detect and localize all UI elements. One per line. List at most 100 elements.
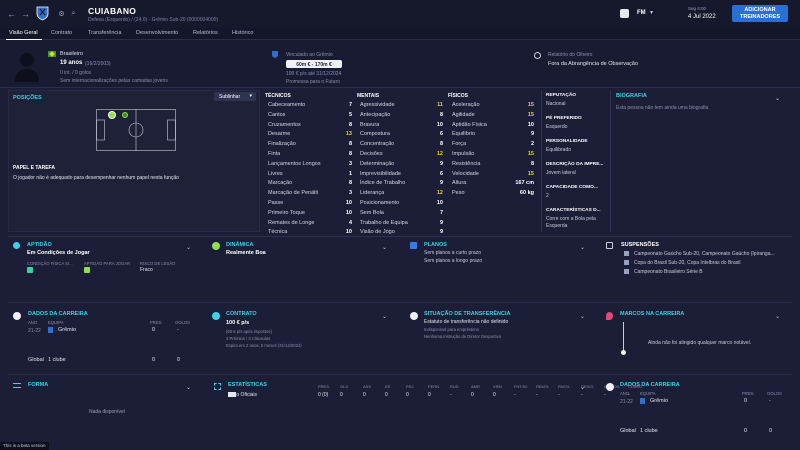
promise-label: Promessa para o Futuro [286,79,340,85]
injury-risk-value: Fraco [140,267,153,273]
milestone-dot [621,350,626,355]
stats-column-header[interactable]: EE [385,384,391,389]
milestone-pin-icon [606,312,613,320]
current-date[interactable]: 4 Jul 2022 [688,14,716,20]
active-tab-indicator [6,39,42,40]
career-apps-header: PRES. [150,320,163,325]
back-icon[interactable]: ← [7,8,16,19]
career-total-apps: 0 [152,357,156,363]
career-total-clubs: 1 clube [640,428,658,434]
bio-divider [610,90,611,232]
attribute-value: 8 [439,141,443,148]
career-year: 21-22 [28,328,41,334]
attribute-value: 7 [439,209,443,216]
tab-transfer[interactable]: Transferência [88,30,122,36]
attribute-value: 15 [527,170,534,177]
stats-cell: - [558,392,560,398]
stats-column-header[interactable]: CLMED [628,384,643,389]
contract-after-tax: (60 € p/s após impostos) [226,329,272,334]
competition-icon [624,269,629,274]
positions-title[interactable]: POSIÇÕES [13,95,42,101]
form-chevron-icon[interactable]: ⌄ [186,385,192,391]
scout-report-value: Fora da Abrangência de Observação [548,61,638,67]
stats-column-header[interactable]: DES/G [581,384,594,389]
attribute-name: Força [452,141,467,148]
stats-column-header[interactable]: ASS [363,384,372,389]
highlight-dropdown[interactable]: Sublinhar ▾ [214,92,256,101]
stats-cell: 0 [385,392,388,398]
forward-icon[interactable]: → [21,8,30,19]
stats-cell: 0 [406,392,409,398]
tab-contract[interactable]: Contrato [51,30,73,36]
personality-label: PERSONALIDADE [546,139,588,144]
biography-title[interactable]: BIOGRAFIA [616,93,647,99]
transfer-chevron-icon[interactable]: ⌄ [580,314,586,320]
stats-column-header[interactable]: PERN [428,384,440,389]
biography-chevron-icon[interactable]: ⌄ [775,96,781,102]
stats-title[interactable]: ESTATÍSTICAS [228,382,267,388]
fm-chevron-icon[interactable]: ▾ [650,10,654,16]
add-coaches-button[interactable]: ADICIONAR TREINADORES [732,5,788,22]
stats-column-header[interactable]: VRM [493,384,502,389]
plans-chevron-icon[interactable]: ⌄ [580,245,586,251]
search-icon[interactable]: ⌕ [71,9,76,17]
attribute-name: Imprevisibilidade [360,170,401,177]
fitness-title[interactable]: APTIDÃO [27,242,52,248]
stats-column-header[interactable]: PAS% [558,384,570,389]
dynamics-title[interactable]: DINÂMICA [226,242,254,248]
stats-cell: 0 [340,392,343,398]
stats-cell: - [536,392,538,398]
stats-column-header[interactable]: GLS [340,384,349,389]
tab-development[interactable]: Desenvolvimento [136,30,179,36]
career-team[interactable]: Grêmio [650,398,669,404]
info-divider [541,90,542,232]
career-title[interactable]: DADOS DA CARREIRA [620,382,680,388]
condition-heart-icon [27,267,33,273]
attribute-name: Posicionamento [360,200,400,206]
form-title[interactable]: FORMA [28,382,49,388]
attribute-name: Finta [268,151,281,157]
stats-column-header[interactable]: FNT/90 [514,384,528,389]
stats-chevron-icon[interactable]: ⌄ [580,385,586,391]
milestones-title[interactable]: MARCOS NA CARREIRA [620,311,685,317]
career-year: 21-22 [620,399,633,405]
attribute-value: 9 [530,131,534,138]
attribute-value: 12 [436,151,443,157]
height-value: 167 cm [515,180,534,186]
stats-column-header[interactable]: PRES. [318,384,331,389]
career-team[interactable]: Grêmio [58,327,77,333]
attribute-value: 3 [348,190,352,197]
stats-column-header[interactable]: PDJ [406,384,414,389]
dynamics-chevron-icon[interactable]: ⌄ [382,245,388,251]
chevron-down-icon: ▾ [249,93,252,99]
tab-overview[interactable]: Visão Geral [9,30,38,36]
attribute-name: Trabalho de Equipa [360,219,408,226]
contract-chevron-icon[interactable]: ⌄ [382,314,388,320]
fm-label[interactable]: FM [637,10,646,16]
attribute-value: 9 [439,160,443,167]
mail-icon[interactable] [620,9,629,18]
settings-gear-icon[interactable]: ⚙ [58,10,65,18]
stats-cell: 0 [471,392,474,398]
stats-column-header[interactable]: AMR [471,384,480,389]
attribute-value: 12 [436,190,443,197]
attribute-value: 10 [345,229,352,236]
international-caps: 0 int. / 0 golos [60,70,92,76]
stats-cell: - [604,392,606,398]
tab-history[interactable]: Histórico [232,30,254,36]
attribute-value: 9 [439,219,443,226]
attribute-name: Concentração [360,141,395,148]
contract-title[interactable]: CONTRATO [226,311,257,317]
milestones-chevron-icon[interactable]: ⌄ [775,314,781,320]
attribute-value: 2 [530,141,534,148]
fitness-chevron-icon[interactable]: ⌄ [186,245,192,251]
player-header [0,40,800,88]
tab-reports[interactable]: Relatórios [193,30,218,36]
transfer-status-title[interactable]: SITUAÇÃO DE TRANSFERÊNCIA [424,311,511,317]
stats-column-header[interactable]: REM% [536,384,549,389]
sub-navigation [0,28,800,40]
plans-title[interactable]: PLANOS [424,242,447,248]
stats-column-header[interactable]: RUD [450,384,459,389]
career-title[interactable]: DADOS DA CARREIRA [28,311,88,317]
attribute-name: Índice de Trabalho [360,180,406,187]
